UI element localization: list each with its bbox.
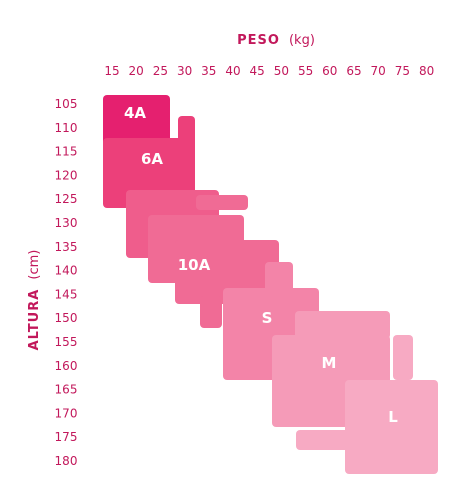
x-tick-label: 35: [201, 64, 216, 78]
y-axis-title: ALTURA (cm): [23, 250, 42, 351]
x-tick-label: 75: [395, 64, 410, 78]
y-tick-label: 120: [55, 168, 78, 182]
x-axis-unit: (kg): [289, 33, 315, 48]
x-tick-label: 80: [419, 64, 434, 78]
size-region-block: [345, 380, 438, 474]
y-tick-label: 175: [55, 430, 78, 444]
y-tick-label: 180: [55, 454, 78, 468]
y-tick-label: 165: [55, 383, 78, 397]
y-tick-label: 115: [55, 145, 78, 159]
x-axis-title-text: PESO: [237, 33, 280, 48]
size-label-6a: 6A: [141, 150, 163, 168]
size-region-block: [178, 116, 195, 146]
y-tick-label: 110: [55, 121, 78, 135]
y-tick-label: 140: [55, 264, 78, 278]
size-label-s: S: [262, 309, 273, 327]
y-tick-label: 130: [55, 216, 78, 230]
size-label-4a: 4A: [124, 104, 146, 122]
size-region-block: [296, 430, 412, 450]
size-region-block: [265, 262, 293, 292]
size-label-m: M: [322, 354, 337, 372]
x-tick-label: 55: [298, 64, 313, 78]
x-tick-label: 60: [322, 64, 337, 78]
size-label-l: L: [388, 408, 398, 426]
y-axis-ticks: 105 110 115 120 125 130 135 140 145 150 155 160 165 1…: [55, 97, 78, 468]
size-region-l: L: [296, 335, 438, 474]
y-tick-label: 160: [55, 359, 78, 373]
x-tick-label: 50: [274, 64, 289, 78]
x-tick-label: 20: [129, 64, 144, 78]
x-tick-label: 30: [177, 64, 192, 78]
size-region-block: [200, 296, 222, 328]
y-tick-label: 105: [55, 97, 78, 111]
y-tick-label: 125: [55, 192, 78, 206]
x-tick-label: 25: [153, 64, 168, 78]
y-tick-label: 135: [55, 240, 78, 254]
size-regions: 4A6A8A10ASML: [103, 95, 438, 474]
y-tick-label: 150: [55, 311, 78, 325]
size-label-10a: 10A: [178, 256, 211, 274]
size-region-block: [196, 195, 248, 210]
x-tick-label: 40: [225, 64, 240, 78]
y-axis-title-text: ALTURA: [27, 289, 42, 351]
y-axis-unit: (cm): [27, 250, 42, 280]
y-tick-label: 145: [55, 287, 78, 301]
size-region-block: [295, 311, 390, 339]
x-tick-label: 15: [104, 64, 119, 78]
x-tick-label: 70: [371, 64, 386, 78]
x-axis-ticks: 15 20 25 30 35 40 45 50 55 60 65 70 75 80: [104, 64, 434, 78]
size-region-block: [393, 335, 413, 380]
x-tick-label: 65: [346, 64, 361, 78]
x-tick-label: 45: [250, 64, 265, 78]
y-tick-label: 155: [55, 335, 78, 349]
y-tick-label: 170: [55, 406, 78, 420]
x-axis-title: PESO (kg): [237, 29, 315, 48]
